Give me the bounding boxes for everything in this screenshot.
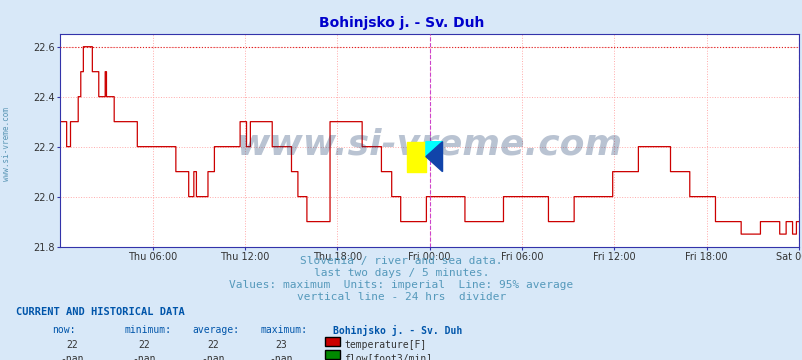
Text: average:: average: [192,325,240,335]
Text: vertical line - 24 hrs  divider: vertical line - 24 hrs divider [297,292,505,302]
Text: Bohinjsko j. - Sv. Duh: Bohinjsko j. - Sv. Duh [333,325,462,336]
Polygon shape [425,141,442,172]
Text: CURRENT AND HISTORICAL DATA: CURRENT AND HISTORICAL DATA [16,307,184,317]
Text: 22: 22 [207,340,218,350]
Text: -nan: -nan [200,354,225,360]
Text: 23: 23 [275,340,286,350]
Text: Slovenia / river and sea data.: Slovenia / river and sea data. [300,256,502,266]
Text: Values: maximum  Units: imperial  Line: 95% average: Values: maximum Units: imperial Line: 95… [229,280,573,290]
Text: www.si-vreme.com: www.si-vreme.com [2,107,11,181]
Text: -nan: -nan [132,354,156,360]
Text: Bohinjsko j. - Sv. Duh: Bohinjsko j. - Sv. Duh [318,16,484,30]
Text: temperature[F]: temperature[F] [344,340,426,350]
Text: maximum:: maximum: [261,325,308,335]
Text: www.si-vreme.com: www.si-vreme.com [237,128,622,162]
Text: flow[foot3/min]: flow[foot3/min] [344,354,432,360]
Text: 22: 22 [67,340,78,350]
Text: last two days / 5 minutes.: last two days / 5 minutes. [314,268,488,278]
Text: -nan: -nan [60,354,84,360]
Text: now:: now: [52,325,75,335]
Polygon shape [425,141,442,157]
Text: minimum:: minimum: [124,325,172,335]
Text: 22: 22 [139,340,150,350]
Text: -nan: -nan [269,354,293,360]
